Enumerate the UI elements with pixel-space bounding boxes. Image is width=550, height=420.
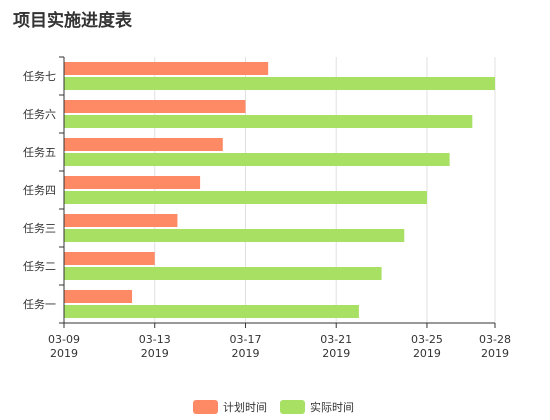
legend[interactable]: 计划时间 实际时间	[193, 400, 354, 414]
x-tick-year: 2019	[141, 347, 169, 360]
x-tick-label: 03-21	[320, 333, 352, 346]
category-label: 任务二	[23, 260, 56, 273]
category-label: 任务七	[23, 70, 56, 83]
bar-planned[interactable]	[64, 138, 223, 151]
bar-actual[interactable]	[64, 191, 427, 204]
x-tick-label: 03-28	[479, 333, 511, 346]
legend-swatch-planned[interactable]	[193, 400, 218, 414]
bar-planned[interactable]	[64, 62, 269, 75]
bar-planned[interactable]	[64, 290, 133, 303]
axes: 03-09201903-13201903-17201903-21201903-2…	[23, 56, 511, 360]
bar-actual[interactable]	[64, 153, 450, 166]
x-tick-year: 2019	[50, 347, 78, 360]
x-tick-label: 03-13	[139, 333, 171, 346]
x-tick-year: 2019	[231, 347, 259, 360]
category-label: 任务三	[23, 222, 56, 235]
category-label: 任务六	[23, 108, 56, 121]
x-tick-label: 03-25	[411, 333, 443, 346]
legend-swatch-actual[interactable]	[280, 400, 305, 414]
bars	[64, 62, 495, 318]
bar-planned[interactable]	[64, 214, 178, 227]
x-tick-label: 03-09	[48, 333, 80, 346]
x-tick-label: 03-17	[229, 333, 261, 346]
bar-planned[interactable]	[64, 100, 246, 113]
grid-lines	[154, 57, 496, 323]
bar-planned[interactable]	[64, 176, 201, 189]
bar-actual[interactable]	[64, 305, 359, 318]
category-label: 任务一	[23, 298, 56, 311]
legend-label-planned[interactable]: 计划时间	[223, 401, 267, 414]
bar-actual[interactable]	[64, 115, 473, 128]
category-label: 任务五	[23, 146, 56, 159]
x-tick-year: 2019	[413, 347, 441, 360]
chart-title: 项目实施进度表	[13, 11, 132, 31]
bar-actual[interactable]	[64, 77, 495, 90]
legend-label-actual[interactable]: 实际时间	[310, 400, 354, 414]
bar-actual[interactable]	[64, 267, 382, 280]
bar-actual[interactable]	[64, 229, 405, 242]
bar-planned[interactable]	[64, 252, 155, 265]
category-label: 任务四	[23, 184, 56, 197]
x-tick-year: 2019	[322, 347, 350, 360]
x-tick-year: 2019	[481, 347, 509, 360]
